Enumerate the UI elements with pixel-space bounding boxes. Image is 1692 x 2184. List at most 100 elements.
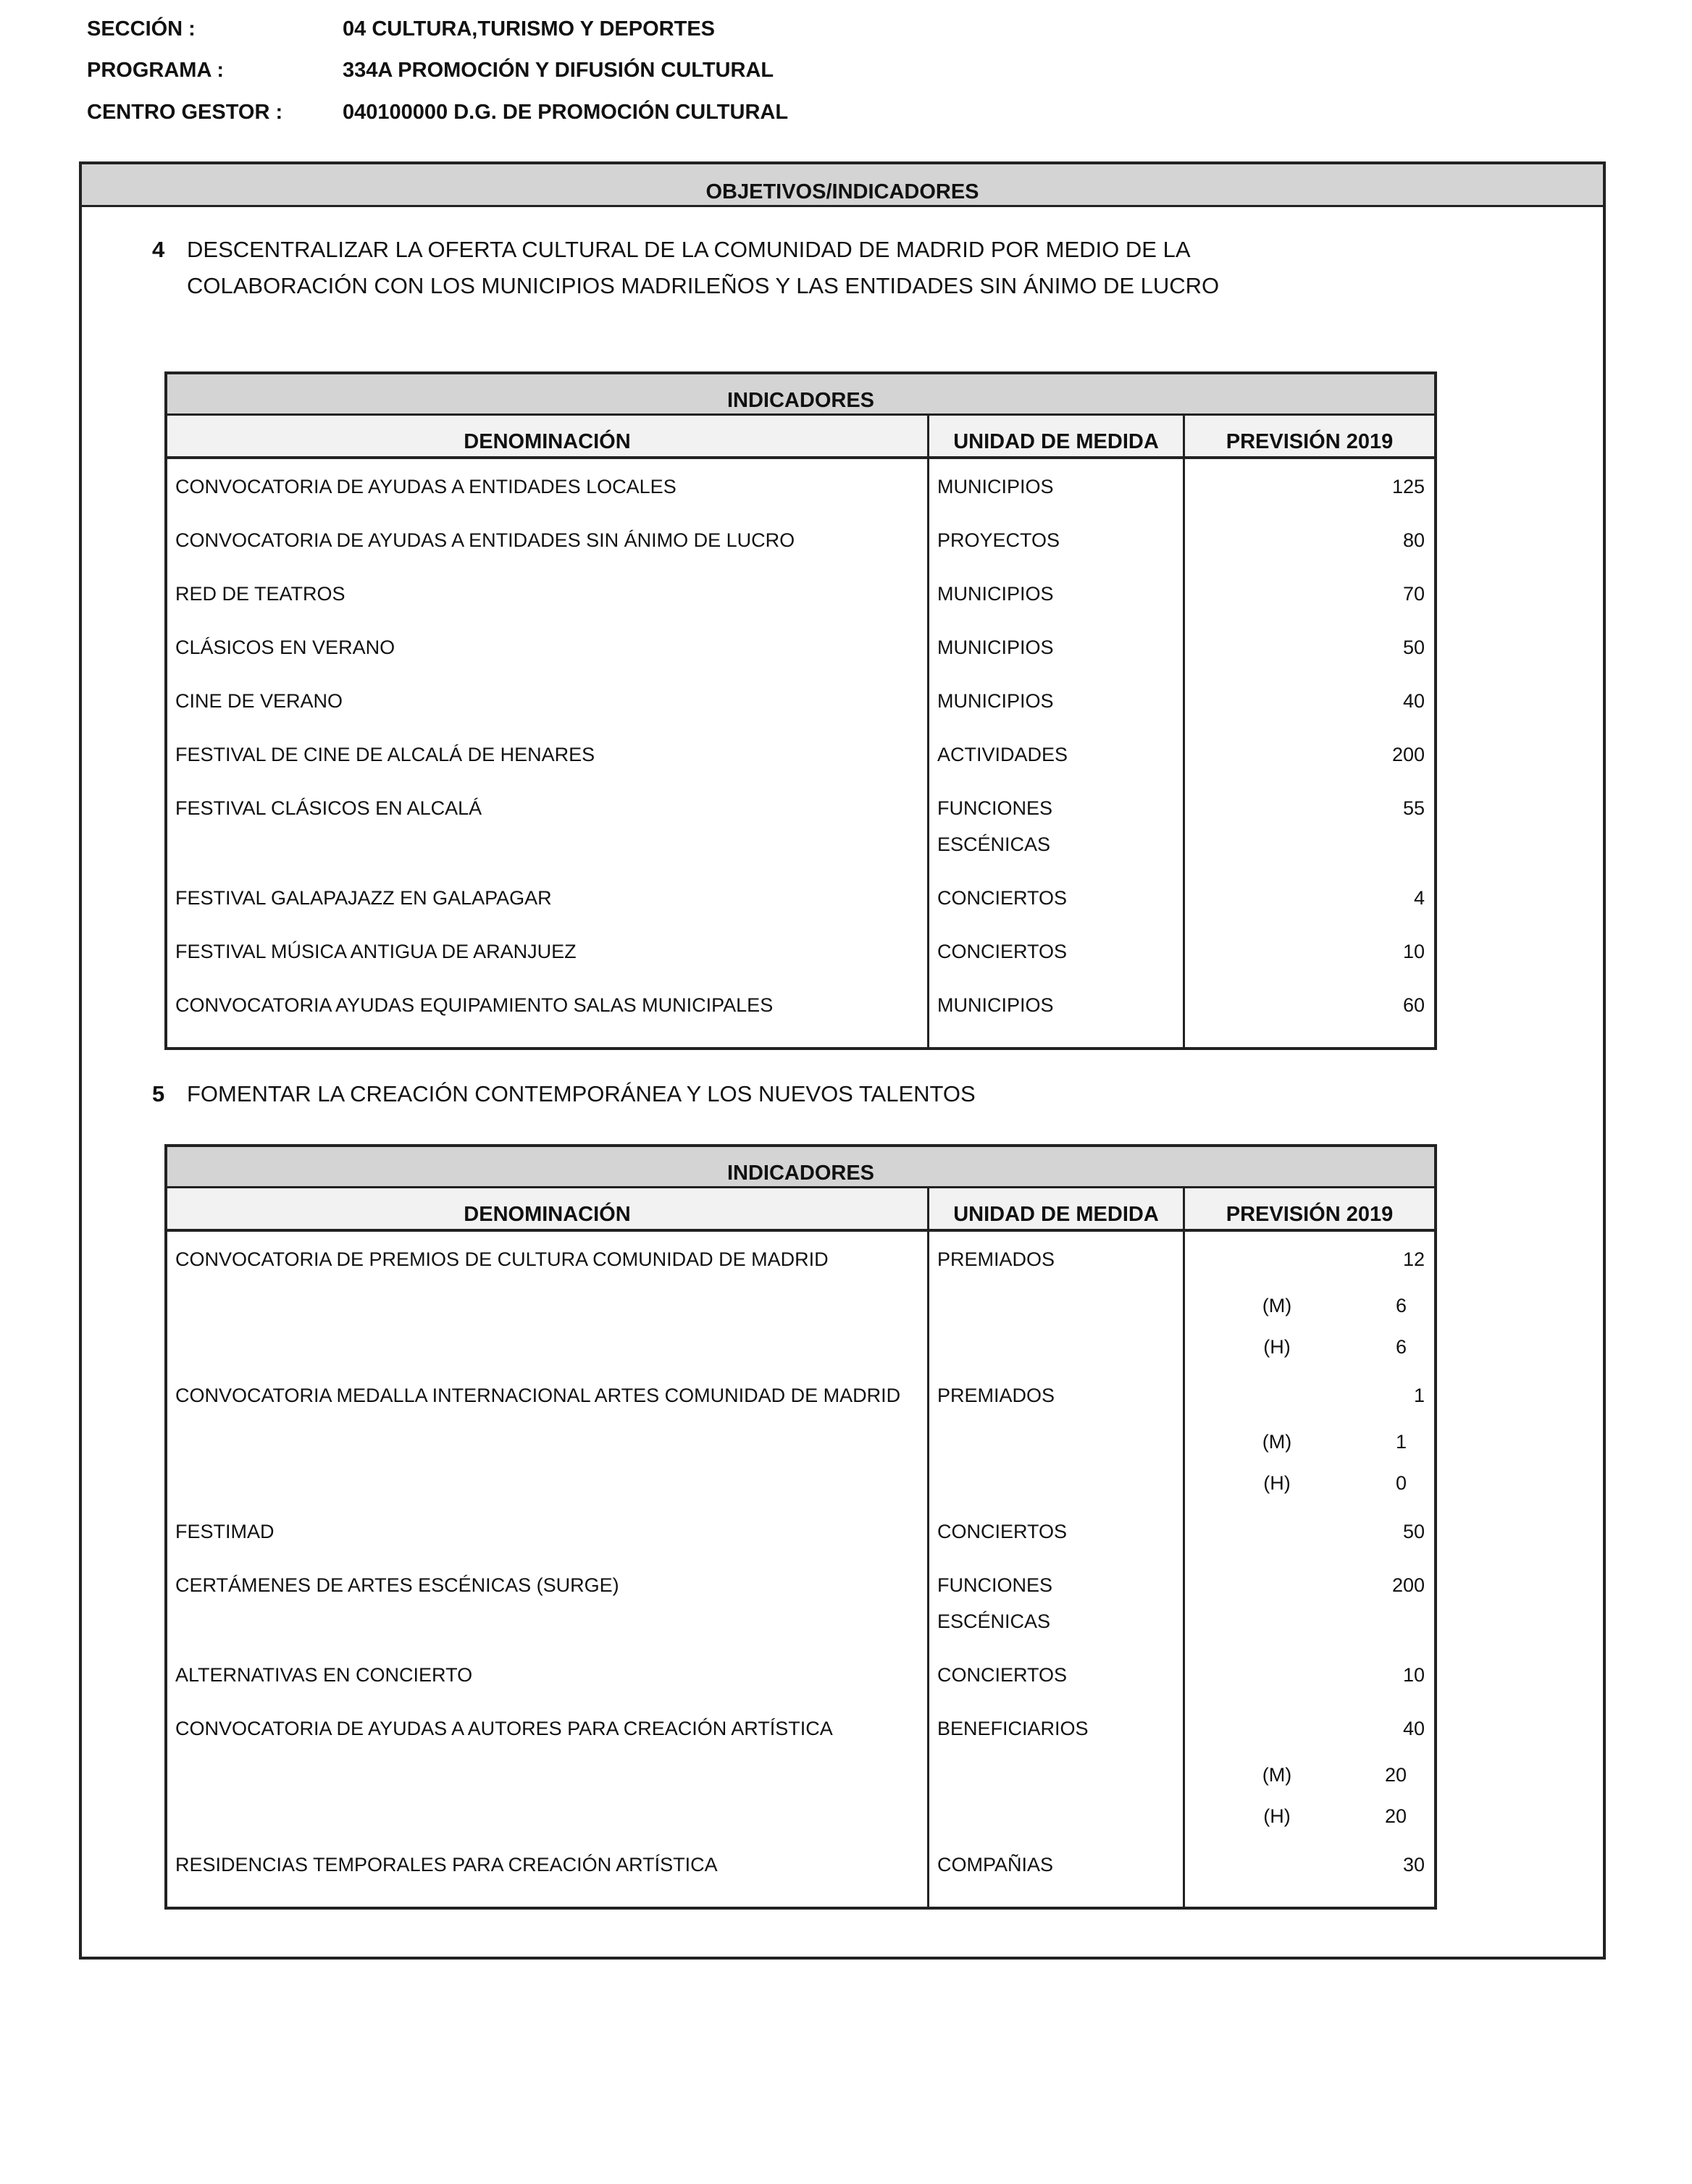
column-header-row: DENOMINACIÓN UNIDAD DE MEDIDA PREVISIÓN 20… bbox=[167, 416, 1434, 459]
objective-number: 5 bbox=[152, 1081, 165, 1106]
column-divider bbox=[927, 459, 929, 1047]
table-row: CONVOCATORIA MEDALLA INTERNACIONAL ARTES… bbox=[167, 1368, 1434, 1421]
indicator-value: 10 bbox=[1402, 1664, 1425, 1686]
table-title: INDICADORES bbox=[167, 374, 1434, 416]
objective-number: 4 bbox=[152, 237, 165, 262]
indicator-name: FESTIVAL MÚSICA ANTIGUA DE ARANJUEZ bbox=[175, 941, 577, 962]
indicator-name: CINE DE VERANO bbox=[175, 690, 343, 712]
indicators-table-5: INDICADORES DENOMINACIÓN UNIDAD DE MEDIDA P… bbox=[164, 1144, 1437, 1910]
objetivos-title: OBJETIVOS/INDICADORES bbox=[82, 164, 1603, 207]
breakdown-value: 20 bbox=[1384, 1805, 1407, 1827]
indicator-unit: PREMIADOS bbox=[937, 1385, 1055, 1406]
indicator-name: CONVOCATORIA MEDALLA INTERNACIONAL ARTES… bbox=[175, 1385, 901, 1406]
breakdown-group: (H) bbox=[1263, 1805, 1291, 1827]
indicator-value: 1 bbox=[1413, 1385, 1425, 1406]
breakdown-group: (M) bbox=[1262, 1295, 1292, 1316]
indicator-name: FESTIVAL CLÁSICOS EN ALCALÁ bbox=[175, 797, 482, 819]
indicator-value: 40 bbox=[1402, 1718, 1425, 1739]
column-divider bbox=[927, 1232, 929, 1907]
indicator-unit: CONCIERTOS bbox=[937, 1521, 1068, 1542]
indicator-unit: COMPAÑIAS bbox=[937, 1854, 1054, 1876]
table-row: FESTIVAL DE CINE DE ALCALÁ DE HENARES ACT… bbox=[167, 727, 1434, 781]
indicator-value: 40 bbox=[1402, 690, 1425, 712]
indicator-unit: BENEFICIARIOS bbox=[937, 1718, 1089, 1739]
table-row: FESTIMAD CONCIERTOS 50 bbox=[167, 1504, 1434, 1558]
indicator-name: ALTERNATIVAS EN CONCIERTO bbox=[175, 1664, 473, 1686]
centro-gestor-label: CENTRO GESTOR : bbox=[87, 101, 283, 124]
table-row: RESIDENCIAS TEMPORALES PARA CREACIÓN ART… bbox=[167, 1837, 1434, 1891]
indicator-value: 200 bbox=[1391, 744, 1425, 765]
centro-gestor-value: 040100000 D.G. DE PROMOCIÓN CULTURAL bbox=[343, 101, 789, 124]
breakdown-row: (H) 20 bbox=[167, 1796, 1434, 1837]
indicator-name: CERTÁMENES DE ARTES ESCÉNICAS (SURGE) bbox=[175, 1574, 619, 1596]
indicator-name: CONVOCATORIA DE PREMIOS DE CULTURA COMUN… bbox=[175, 1248, 829, 1270]
indicator-unit: PROYECTOS bbox=[937, 529, 1060, 551]
indicator-name: FESTIVAL GALAPAJAZZ EN GALAPAGAR bbox=[175, 887, 552, 909]
breakdown-cell: (M) 1 bbox=[1183, 1421, 1434, 1463]
column-header-unidad: UNIDAD DE MEDIDA bbox=[927, 1188, 1183, 1229]
seccion-value: 04 CULTURA,TURISMO Y DEPORTES bbox=[343, 17, 716, 41]
indicator-unit: FUNCIONES ESCÉNICAS bbox=[937, 797, 1053, 855]
column-header-prevision: PREVISIÓN 2019 bbox=[1183, 416, 1434, 456]
indicators-table-4: INDICADORES DENOMINACIÓN UNIDAD DE MEDIDA P… bbox=[164, 371, 1437, 1050]
breakdown-value: 1 bbox=[1395, 1431, 1407, 1453]
column-header-denominacion: DENOMINACIÓN bbox=[464, 430, 631, 453]
indicator-name: FESTIVAL DE CINE DE ALCALÁ DE HENARES bbox=[175, 744, 595, 765]
table-row: CLÁSICOS EN VERANO MUNICIPIOS 50 bbox=[167, 620, 1434, 673]
centro-gestor-line: CENTRO GESTOR : 040100000 D.G. DE PROMOC… bbox=[87, 98, 788, 127]
seccion-label: SECCIÓN : bbox=[87, 17, 196, 41]
indicator-unit: MUNICIPIOS bbox=[937, 476, 1054, 497]
table-row: CERTÁMENES DE ARTES ESCÉNICAS (SURGE) FUN… bbox=[167, 1558, 1434, 1647]
indicator-name: CONVOCATORIA AYUDAS EQUIPAMIENTO SALAS M… bbox=[175, 994, 774, 1016]
indicator-name: CONVOCATORIA DE AYUDAS A AUTORES PARA CR… bbox=[175, 1718, 833, 1739]
column-divider bbox=[1183, 1232, 1185, 1907]
indicator-name: FESTIMAD bbox=[175, 1521, 275, 1542]
table-row: FESTIVAL CLÁSICOS EN ALCALÁ FUNCIONES ESC… bbox=[167, 781, 1434, 870]
breakdown-group: (H) bbox=[1263, 1336, 1291, 1358]
table-row: CONVOCATORIA DE AYUDAS A ENTIDADES LOCAL… bbox=[167, 459, 1434, 513]
empty-cell bbox=[927, 1755, 1183, 1796]
table-row: CONVOCATORIA DE PREMIOS DE CULTURA COMUN… bbox=[167, 1232, 1434, 1285]
breakdown-group: (M) bbox=[1262, 1764, 1292, 1786]
indicator-unit: CONCIERTOS bbox=[937, 1664, 1068, 1686]
indicator-unit: MUNICIPIOS bbox=[937, 994, 1054, 1016]
empty-cell bbox=[167, 1327, 927, 1368]
breakdown-row: (H) 0 bbox=[167, 1463, 1434, 1504]
programa-value: 334A PROMOCIÓN Y DIFUSIÓN CULTURAL bbox=[343, 59, 774, 82]
indicator-value: 200 bbox=[1391, 1574, 1425, 1596]
table-body: CONVOCATORIA DE PREMIOS DE CULTURA COMUN… bbox=[167, 1232, 1434, 1907]
empty-cell bbox=[167, 1463, 927, 1504]
indicator-unit: FUNCIONES ESCÉNICAS bbox=[937, 1574, 1053, 1632]
empty-cell bbox=[167, 1796, 927, 1837]
indicator-name: CONVOCATORIA DE AYUDAS A ENTIDADES SIN Á… bbox=[175, 529, 795, 551]
indicator-unit: MUNICIPIOS bbox=[937, 690, 1054, 712]
indicator-name: RESIDENCIAS TEMPORALES PARA CREACIÓN ART… bbox=[175, 1854, 718, 1876]
table-row: CONVOCATORIA DE AYUDAS A ENTIDADES SIN Á… bbox=[167, 513, 1434, 566]
indicator-value: 12 bbox=[1402, 1248, 1425, 1270]
breakdown-value: 0 bbox=[1395, 1472, 1407, 1494]
column-header-unidad: UNIDAD DE MEDIDA bbox=[927, 416, 1183, 456]
objective-text: DESCENTRALIZAR LA OFERTA CULTURAL DE LA … bbox=[187, 237, 1220, 298]
breakdown-group: (H) bbox=[1263, 1472, 1291, 1494]
table-row: CINE DE VERANO MUNICIPIOS 40 bbox=[167, 673, 1434, 727]
table-row: CONVOCATORIA AYUDAS EQUIPAMIENTO SALAS M… bbox=[167, 978, 1434, 1031]
breakdown-row: (M) 20 bbox=[167, 1755, 1434, 1796]
indicator-value: 55 bbox=[1402, 797, 1425, 819]
breakdown-cell: (H) 0 bbox=[1183, 1463, 1434, 1504]
breakdown-row: (M) 1 bbox=[167, 1421, 1434, 1463]
indicator-name: CLÁSICOS EN VERANO bbox=[175, 637, 395, 658]
column-header-prevision: PREVISIÓN 2019 bbox=[1183, 1188, 1434, 1229]
breakdown-value: 6 bbox=[1395, 1295, 1407, 1316]
table-row: FESTIVAL MÚSICA ANTIGUA DE ARANJUEZ CONCI… bbox=[167, 924, 1434, 978]
indicator-value: 70 bbox=[1402, 583, 1425, 605]
empty-cell bbox=[167, 1285, 927, 1327]
table-body: CONVOCATORIA DE AYUDAS A ENTIDADES LOCAL… bbox=[167, 459, 1434, 1047]
empty-cell bbox=[927, 1796, 1183, 1837]
indicator-name: CONVOCATORIA DE AYUDAS A ENTIDADES LOCAL… bbox=[175, 476, 677, 497]
objective-text: FOMENTAR LA CREACIÓN CONTEMPORÁNEA Y LOS… bbox=[187, 1081, 976, 1106]
column-header-denominacion: DENOMINACIÓN bbox=[464, 1203, 631, 1226]
indicator-value: 80 bbox=[1402, 529, 1425, 551]
empty-cell bbox=[927, 1327, 1183, 1368]
indicator-value: 30 bbox=[1402, 1854, 1425, 1876]
table-title: INDICADORES bbox=[167, 1147, 1434, 1188]
